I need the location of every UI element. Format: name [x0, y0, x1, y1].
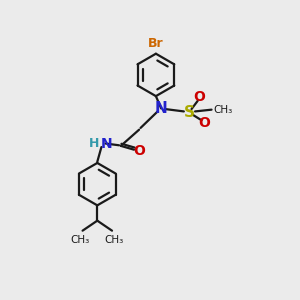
- Text: O: O: [194, 90, 206, 104]
- Text: O: O: [133, 144, 145, 158]
- Text: CH₃: CH₃: [70, 235, 90, 244]
- Text: CH₃: CH₃: [105, 235, 124, 244]
- Text: H: H: [89, 137, 100, 150]
- Text: CH₃: CH₃: [214, 105, 233, 115]
- Text: S: S: [184, 104, 195, 119]
- Text: N: N: [155, 101, 168, 116]
- Text: Br: Br: [148, 37, 164, 50]
- Text: O: O: [199, 116, 210, 130]
- Text: N: N: [101, 136, 112, 151]
